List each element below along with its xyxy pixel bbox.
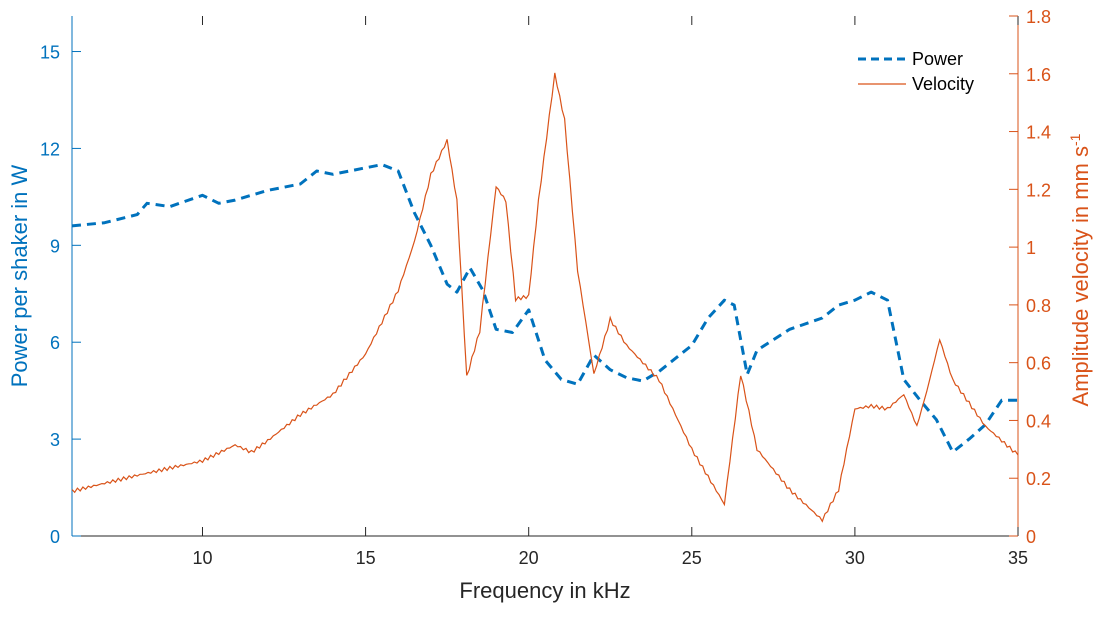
power-line [71,163,1018,454]
y-right-tick-label: 1.8 [1026,7,1051,27]
y-left-tick-label: 12 [40,139,60,159]
x-tick-label: 20 [519,548,539,568]
y-axis-right-label-sup: -1 [1067,133,1083,146]
y-axis-left-label: Power per shaker in W [7,165,32,388]
y-axis-right-label-text: Amplitude velocity in mm s [1068,146,1093,406]
x-tick-label: 30 [845,548,865,568]
y-left-tick-label: 15 [40,43,60,63]
x-tick-label: 10 [192,548,212,568]
y-right-tick-label: 0 [1026,527,1036,547]
x-tick-label: 25 [682,548,702,568]
velocity-line [71,72,1019,523]
y-left-tick-label: 0 [50,527,60,547]
legend: Power Velocity [858,49,974,94]
y-right-tick-label: 1 [1026,238,1036,258]
x-tick-label: 35 [1008,548,1028,568]
y-right-tick-label: 1.2 [1026,180,1051,200]
y-axis-right-label: Amplitude velocity in mm s-1 [1067,133,1093,406]
y-left-tick-label: 9 [50,236,60,256]
legend-velocity-label: Velocity [912,74,974,94]
x-axis-label: Frequency in kHz [459,578,630,603]
y-right-tick-label: 1.4 [1026,123,1051,143]
y-right-tick-label: 0.8 [1026,296,1051,316]
y-right-tick-label: 0.2 [1026,469,1051,489]
y-right-tick-label: 0.6 [1026,354,1051,374]
axes: 10 15 20 25 30 350369121500.20.40.60.811.21.4… [40,7,1051,568]
y-right-tick-label: 0.4 [1026,411,1051,431]
legend-power-label: Power [912,49,963,69]
y-left-tick-label: 3 [50,430,60,450]
plot-lines [71,72,1019,523]
y-right-tick-label: 1.6 [1026,65,1051,85]
y-left-tick-label: 6 [50,333,60,353]
x-tick-label: 15 [356,548,376,568]
